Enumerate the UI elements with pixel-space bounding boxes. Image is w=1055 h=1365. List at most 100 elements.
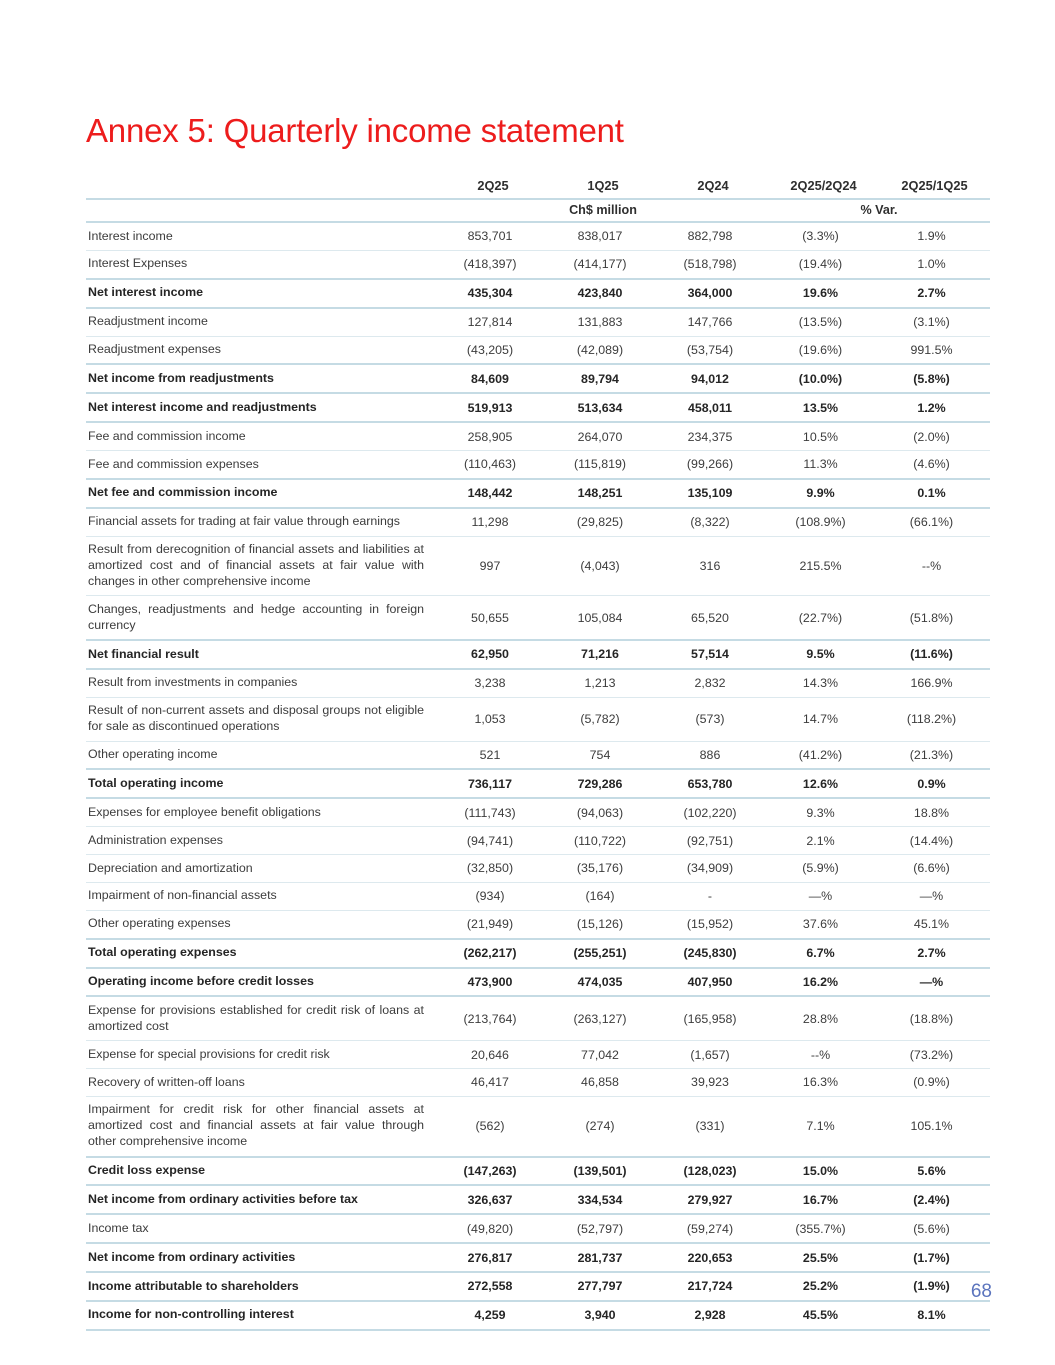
row-value-2q25-1q25: (0.9%) [879,1068,990,1097]
row-value-1q25: (42,089) [548,336,658,365]
row-value-2q25-1q25: (5.8%) [879,363,990,395]
row-value-1q25: (94,063) [548,798,658,828]
row-value-2q25-1q25: 991.5% [879,336,990,365]
table-row: Financial assets for trading at fair val… [86,507,990,537]
row-value-2q25: (562) [438,1096,548,1158]
row-value-2q25-2q24: (355.7%) [768,1214,879,1244]
table-row: Income for non-controlling interest 4,259… [86,1299,990,1331]
row-value-2q25-2q24: 7.1% [768,1096,879,1158]
row-value-2q25-2q24: 9.3% [768,798,879,828]
row-value-1q25: (15,126) [548,910,658,940]
table-row: Credit loss expense (147,263) (139,501) (12… [86,1155,990,1187]
row-value-2q25: 20,646 [438,1040,548,1069]
row-label: Income for non-controlling interest [86,1299,438,1331]
row-label: Other operating expenses [86,910,438,940]
row-value-1q25: 148,251 [548,477,658,509]
row-value-2q25: (32,850) [438,854,548,883]
row-value-2q25-2q24: (10.0%) [768,363,879,395]
row-label: Recovery of written-off loans [86,1068,438,1097]
row-label: Fee and commission expenses [86,450,438,480]
row-value-2q25-2q24: 10.5% [768,422,879,452]
row-value-2q25-2q24: (108.9%) [768,507,879,537]
row-label: Result from investments in companies [86,668,438,698]
table-row: Depreciation and amortization (32,850) (35… [86,854,990,883]
row-value-2q25: (111,743) [438,798,548,828]
row-value-1q25: (255,251) [548,937,658,969]
table-row: Interest income 853,701 838,017 882,798 (3.3… [86,222,990,251]
row-value-2q24: 458,011 [658,392,768,424]
row-value-2q25: (21,949) [438,910,548,940]
row-value-2q25: (262,217) [438,937,548,969]
row-value-2q24: 2,832 [658,668,768,698]
table-row: Interest Expenses (418,397) (414,177) (518,… [86,250,990,280]
row-label: Net income from readjustments [86,363,438,395]
row-value-1q25: 264,070 [548,422,658,452]
row-value-1q25: 71,216 [548,639,658,670]
table-row: Readjustment income 127,814 131,883 147,766… [86,307,990,337]
row-value-2q25-2q24: (19.4%) [768,250,879,280]
row-label: Income tax [86,1214,438,1244]
row-label: Readjustment income [86,307,438,337]
row-value-2q25: 84,609 [438,363,548,395]
row-label: Total operating expenses [86,937,438,969]
row-value-2q25-1q25: (2.0%) [879,422,990,452]
row-value-1q25: 89,794 [548,363,658,395]
table-row: Impairment of non-financial assets (934)(… [86,882,990,911]
table-row: Expenses for employee benefit obligation… [86,798,990,828]
row-value-1q25: (110,722) [548,826,658,855]
column-header-2q25-2q24: 2Q25/2Q24 [768,176,879,200]
row-value-1q25: 423,840 [548,277,658,309]
row-value-2q24: 653,780 [658,768,768,800]
row-value-2q25-1q25: 2.7% [879,937,990,969]
row-label: Operating income before credit losses [86,966,438,998]
row-value-2q24: 220,653 [658,1242,768,1273]
row-value-2q25-1q25: (118.2%) [879,697,990,742]
row-value-1q25: (5,782) [548,697,658,742]
page-title: Annex 5: Quarterly income statement [86,112,624,149]
table-row: Net income from readjustments 84,609 89,79… [86,363,990,395]
row-value-2q24: 147,766 [658,307,768,337]
row-value-2q25-1q25: (5.6%) [879,1214,990,1244]
row-value-2q24: - [658,882,768,911]
row-label: Impairment for credit risk for other fin… [86,1096,438,1158]
row-label: Interest Expenses [86,250,438,280]
table-row: Fee and commission expenses (110,463) (115… [86,450,990,480]
row-value-2q25: 148,442 [438,477,548,509]
row-value-2q25-1q25: 0.9% [879,768,990,800]
row-value-2q25-1q25: 8.1% [879,1299,990,1331]
row-value-2q24: (573) [658,697,768,742]
row-value-2q24: (8,322) [658,507,768,537]
row-value-2q25: (147,263) [438,1155,548,1187]
row-label: Income attributable to shareholders [86,1271,438,1302]
row-value-2q25-1q25: (2.4%) [879,1184,990,1216]
row-value-2q25-1q25: —% [879,882,990,911]
row-value-2q25-2q24: 45.5% [768,1299,879,1331]
row-label: Net financial result [86,639,438,670]
table-row: Expense for special provisions for credi… [86,1040,990,1069]
row-label: Net fee and commission income [86,477,438,509]
table-row: Net financial result 62,950 71,216 57,514 9.… [86,639,990,670]
table-row: Net income from ordinary activities befo… [86,1184,990,1216]
column-header-2q24: 2Q24 [658,176,768,200]
row-value-2q24: 94,012 [658,363,768,395]
row-value-2q25-1q25: (4.6%) [879,450,990,480]
row-value-2q24: (128,023) [658,1155,768,1187]
row-label: Expense for special provisions for credi… [86,1040,438,1069]
row-value-2q25-1q25: (3.1%) [879,307,990,337]
row-value-2q25-1q25: --% [879,536,990,597]
row-value-2q25-2q24: 2.1% [768,826,879,855]
column-header-2q25: 2Q25 [438,176,548,200]
row-value-2q25-2q24: (13.5%) [768,307,879,337]
row-value-2q24: (245,830) [658,937,768,969]
table-unit-header-row: Ch$ million % Var. [86,199,990,223]
row-value-2q25: 3,238 [438,668,548,698]
row-value-2q25: 11,298 [438,507,548,537]
table-row: Net income from ordinary activities 276,8… [86,1242,990,1273]
row-label: Expense for provisions established for c… [86,996,438,1042]
row-value-2q25: (94,741) [438,826,548,855]
row-value-2q24: 135,109 [658,477,768,509]
row-value-2q24: (92,751) [658,826,768,855]
row-value-2q25-1q25: (1.7%) [879,1242,990,1273]
row-value-2q25: (49,820) [438,1214,548,1244]
row-value-2q24: 2,928 [658,1299,768,1331]
